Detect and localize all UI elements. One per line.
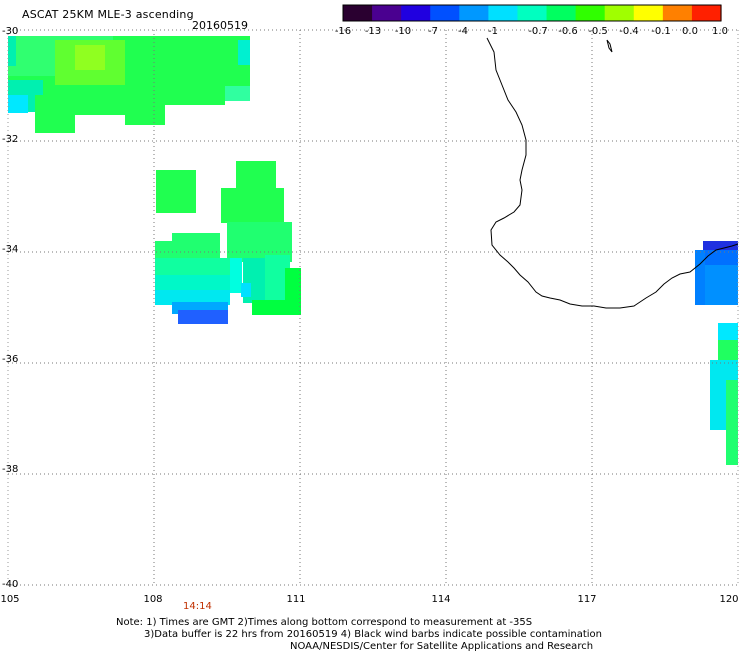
lon-label: 108 [143,594,163,605]
wind-cell [252,300,292,315]
wind-cell [35,95,75,133]
colorbar-swatch [430,5,460,21]
wind-cell [155,241,175,261]
colorbar-swatch [575,5,606,21]
wind-cell [155,290,230,305]
colorbar [342,4,722,22]
note-line-2: 3)Data buffer is 22 hrs from 20160519 4)… [144,629,602,640]
wind-cell [238,40,250,65]
colorbar-swatch [517,5,548,21]
product-date: 20160519 [192,19,248,32]
colorbar-tick: -7 [428,26,438,37]
note-line-1: Note: 1) Times are GMT 2)Times along bot… [116,617,533,628]
colorbar-border [342,4,722,22]
colorbar-tick: -13 [364,26,382,37]
colorbar-tick: -10 [394,26,412,37]
colorbar-swatch [546,5,577,21]
wind-cell [230,258,242,293]
wind-cell [8,36,16,66]
footnotes: Note: 1) Times are GMT 2)Times along bot… [116,617,602,653]
wind-cell [705,265,738,305]
wind-cell [172,233,220,258]
lat-label: -38 [2,464,19,475]
lon-label: 117 [577,594,597,605]
wind-cell [221,188,284,223]
colorbar-tick: -16 [334,26,352,37]
wind-cell [703,241,738,251]
coastline-islet [606,39,613,53]
wind-cell [156,170,196,213]
colorbar-swatch [633,5,664,21]
colorbar-tick: -0.7 [528,26,548,37]
colorbar-swatch [691,5,722,21]
note-line-3: NOAA/NESDIS/Center for Satellite Applica… [290,641,594,652]
colorbar-tick: -0.5 [588,26,608,37]
lon-label: 111 [286,594,306,605]
product-title: ASCAT 25KM MLE-3 ascending [22,8,194,21]
colorbar-tick: -4 [458,26,468,37]
plot-frame [7,30,739,585]
lon-label: 105 [0,594,20,605]
wind-cell [726,380,738,465]
wind-cell [8,95,28,113]
colorbar-swatch [488,5,519,21]
lon-label: 120 [719,594,739,605]
colorbar-tick: -1 [488,26,498,37]
colorbar-swatch [459,5,489,21]
wind-cell [165,95,225,105]
lat-label: -30 [2,26,19,37]
wind-cell [225,86,250,101]
colorbar-tick: -0.6 [558,26,578,37]
coastline [486,37,739,309]
wind-cell [75,95,125,115]
colorbar-swatch [372,5,402,21]
colorbar-tick: 0.0 [682,26,698,37]
colorbar-tick: -0.1 [651,26,671,37]
lat-label: -32 [2,134,19,145]
wind-cell [75,45,105,70]
colorbar-tick: -0.4 [619,26,639,37]
wind-cell [695,250,705,305]
lat-label: -36 [2,354,19,365]
colorbar-tick: 1.0 [712,26,728,37]
lat-label: -34 [2,244,19,255]
colorbar-swatch [662,5,693,21]
wind-cell [155,258,230,278]
wind-cell [718,323,738,343]
wind-cell [718,340,738,365]
wind-cell [178,310,228,324]
swath-time-label: 14:14 [183,601,212,612]
colorbar-swatch [401,5,431,21]
wind-cell [125,95,165,125]
lat-label: -40 [2,579,19,590]
wind-cell [236,161,276,191]
lon-label: 114 [431,594,451,605]
colorbar-swatch [604,5,635,21]
wind-cell [241,283,251,297]
colorbar-swatch [343,5,373,21]
wind-data-swaths [8,36,738,465]
